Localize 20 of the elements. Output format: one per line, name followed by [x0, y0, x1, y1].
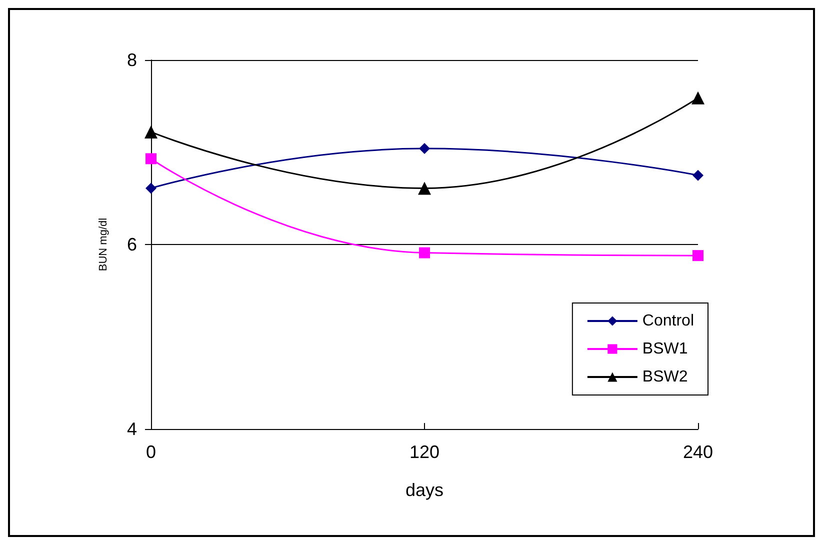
x-axis-title: days — [405, 480, 444, 500]
point — [418, 182, 431, 195]
x-tick-label: 120 — [409, 442, 440, 462]
point — [146, 182, 156, 194]
point — [146, 153, 156, 164]
legend-label: Control — [642, 312, 694, 330]
point — [692, 250, 704, 262]
point — [419, 247, 430, 258]
legend-label: BSW1 — [642, 340, 688, 358]
legend-label: BSW2 — [642, 368, 688, 386]
x-tick-label: 240 — [682, 442, 714, 462]
point — [144, 125, 158, 138]
y-tick-label: 8 — [126, 50, 137, 70]
y-tick-label: 6 — [126, 234, 137, 254]
point — [419, 143, 430, 154]
x-tick-label: 0 — [146, 442, 156, 462]
y-axis-title: BUN mg/dl — [98, 218, 110, 272]
y-tick-label: 4 — [126, 419, 137, 439]
point — [692, 91, 704, 104]
point — [692, 170, 704, 181]
